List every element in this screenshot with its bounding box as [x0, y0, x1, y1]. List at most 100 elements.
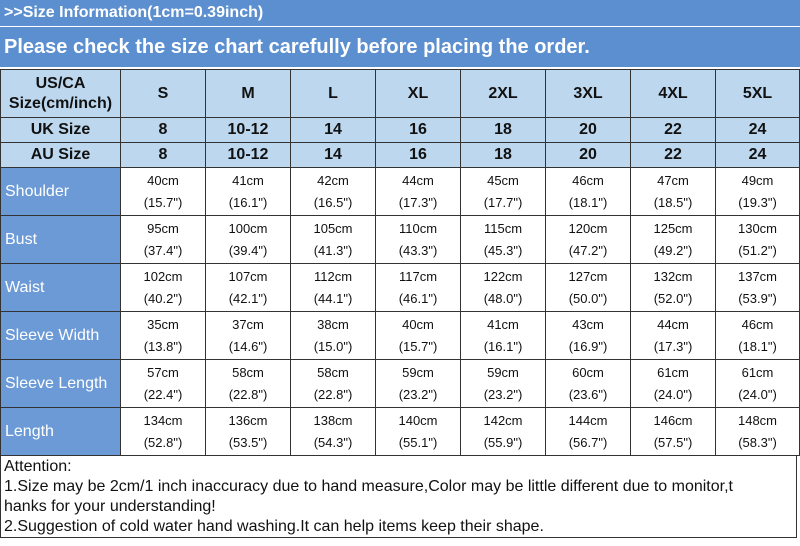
size-header-5xl: 5XL — [715, 69, 800, 118]
measurement-cell: 46cm (18.1") — [715, 311, 800, 360]
measurement-cell: 148cm (58.3") — [715, 407, 800, 456]
value-inch: (22.8") — [313, 386, 353, 402]
value-cm: 95cm — [147, 220, 179, 236]
uk-size-m: 10-12 — [205, 117, 291, 143]
measurement-cell: 58cm (22.8") — [205, 359, 291, 408]
au-size-l: 14 — [290, 142, 376, 168]
measurement-cell: 40cm (15.7") — [375, 311, 461, 360]
value-cm: 47cm — [657, 172, 689, 188]
value-cm: 60cm — [572, 364, 604, 380]
value-inch: (43.3") — [398, 242, 438, 258]
corner-line-1: US/CA — [35, 74, 86, 92]
measurement-cell: 138cm (54.3") — [290, 407, 376, 456]
measurement-row-sleeve-width: Sleeve Width 35cm (13.8") 37cm (14.6") 38cm (1… — [0, 311, 800, 360]
value-inch: (58.3") — [738, 434, 777, 450]
value-inch: (17.3") — [653, 338, 693, 354]
value-cm: 40cm — [402, 316, 434, 332]
value-inch: (23.6") — [568, 386, 608, 402]
value-inch: (48.0") — [483, 290, 523, 306]
value-inch: (55.9") — [483, 434, 523, 450]
measurement-label-bust: Bust — [0, 215, 121, 264]
size-info-title: >>Size Information(1cm=0.39inch) — [0, 0, 800, 27]
measurement-cell: 125cm (49.2") — [630, 215, 716, 264]
value-cm: 61cm — [657, 364, 689, 380]
measurement-cell: 42cm (16.5") — [290, 167, 376, 216]
value-inch: (18.1") — [568, 194, 608, 210]
size-chart-notice: Please check the size chart carefully be… — [0, 27, 800, 67]
value-cm: 110cm — [398, 220, 438, 236]
measurement-row-length: Length 134cm (52.8") 136cm (53.5") 138cm (54.3… — [0, 407, 800, 456]
value-inch: (52.0") — [653, 290, 693, 306]
value-cm: 136cm — [228, 412, 268, 428]
value-cm: 122cm — [483, 268, 523, 284]
value-cm: 46cm — [741, 316, 774, 332]
value-cm: 43cm — [572, 316, 604, 332]
value-cm: 107cm — [228, 268, 268, 284]
value-cm: 57cm — [147, 364, 179, 380]
measurement-cell: 115cm (45.3") — [460, 215, 546, 264]
size-header-3xl: 3XL — [545, 69, 631, 118]
value-cm: 112cm — [313, 268, 353, 284]
value-inch: (37.4") — [143, 242, 183, 258]
measurement-cell: 40cm (15.7") — [120, 167, 206, 216]
measurement-cell: 137cm (53.9") — [715, 263, 800, 312]
value-cm: 58cm — [317, 364, 349, 380]
value-inch: (16.5") — [313, 194, 353, 210]
uk-size-label: UK Size — [0, 117, 121, 143]
uk-size-4xl: 22 — [630, 117, 716, 143]
value-inch: (15.7") — [143, 194, 183, 210]
value-inch: (16.9") — [568, 338, 608, 354]
au-size-xl: 16 — [375, 142, 461, 168]
uk-size-row: UK Size 8 10-12 14 16 18 20 22 24 — [0, 117, 800, 143]
size-header-xl: XL — [375, 69, 461, 118]
value-cm: 127cm — [568, 268, 608, 284]
au-size-2xl: 18 — [460, 142, 546, 168]
value-cm: 59cm — [487, 364, 519, 380]
value-inch: (47.2") — [568, 242, 608, 258]
value-inch: (23.2") — [483, 386, 523, 402]
corner-cell: US/CA Size(cm/inch) — [0, 69, 121, 118]
value-cm: 140cm — [398, 412, 438, 428]
measurement-cell: 122cm (48.0") — [460, 263, 546, 312]
value-inch: (16.1") — [483, 338, 523, 354]
value-inch: (18.1") — [738, 338, 777, 354]
uk-size-s: 8 — [120, 117, 206, 143]
measurement-cell: 127cm (50.0") — [545, 263, 631, 312]
value-inch: (16.1") — [228, 194, 268, 210]
uk-size-5xl: 24 — [715, 117, 800, 143]
size-header-row: US/CA Size(cm/inch) S M L XL 2XL 3XL 4XL 5XL — [0, 69, 800, 118]
value-cm: 37cm — [232, 316, 264, 332]
value-inch: (45.3") — [483, 242, 523, 258]
value-inch: (13.8") — [143, 338, 183, 354]
measurement-cell: 132cm (52.0") — [630, 263, 716, 312]
measurement-cell: 110cm (43.3") — [375, 215, 461, 264]
uk-size-3xl: 20 — [545, 117, 631, 143]
measurement-cell: 38cm (15.0") — [290, 311, 376, 360]
measurement-label-length: Length — [0, 407, 121, 456]
attention-line-2: hanks for your understanding! — [4, 498, 216, 515]
measurement-label-sleeve-width: Sleeve Width — [0, 311, 121, 360]
corner-line-2: Size(cm/inch) — [8, 94, 113, 112]
measurement-cell: 41cm (16.1") — [460, 311, 546, 360]
measurement-cell: 61cm (24.0") — [630, 359, 716, 408]
value-cm: 41cm — [232, 172, 264, 188]
measurement-cell: 130cm (51.2") — [715, 215, 800, 264]
value-cm: 138cm — [313, 412, 353, 428]
value-inch: (22.8") — [228, 386, 268, 402]
value-inch: (22.4") — [143, 386, 183, 402]
measurement-cell: 59cm (23.2") — [460, 359, 546, 408]
measurement-cell: 59cm (23.2") — [375, 359, 461, 408]
size-chart-table: US/CA Size(cm/inch) S M L XL 2XL 3XL 4XL 5XL UK… — [0, 69, 800, 456]
value-cm: 58cm — [232, 364, 264, 380]
value-cm: 120cm — [568, 220, 608, 236]
measurement-cell: 142cm (55.9") — [460, 407, 546, 456]
value-cm: 38cm — [317, 316, 349, 332]
measurement-label-sleeve-length: Sleeve Length — [0, 359, 121, 408]
measurement-cell: 136cm (53.5") — [205, 407, 291, 456]
value-cm: 49cm — [741, 172, 774, 188]
value-inch: (18.5") — [653, 194, 693, 210]
value-inch: (19.3") — [738, 194, 777, 210]
uk-size-l: 14 — [290, 117, 376, 143]
measurement-cell: 112cm (44.1") — [290, 263, 376, 312]
